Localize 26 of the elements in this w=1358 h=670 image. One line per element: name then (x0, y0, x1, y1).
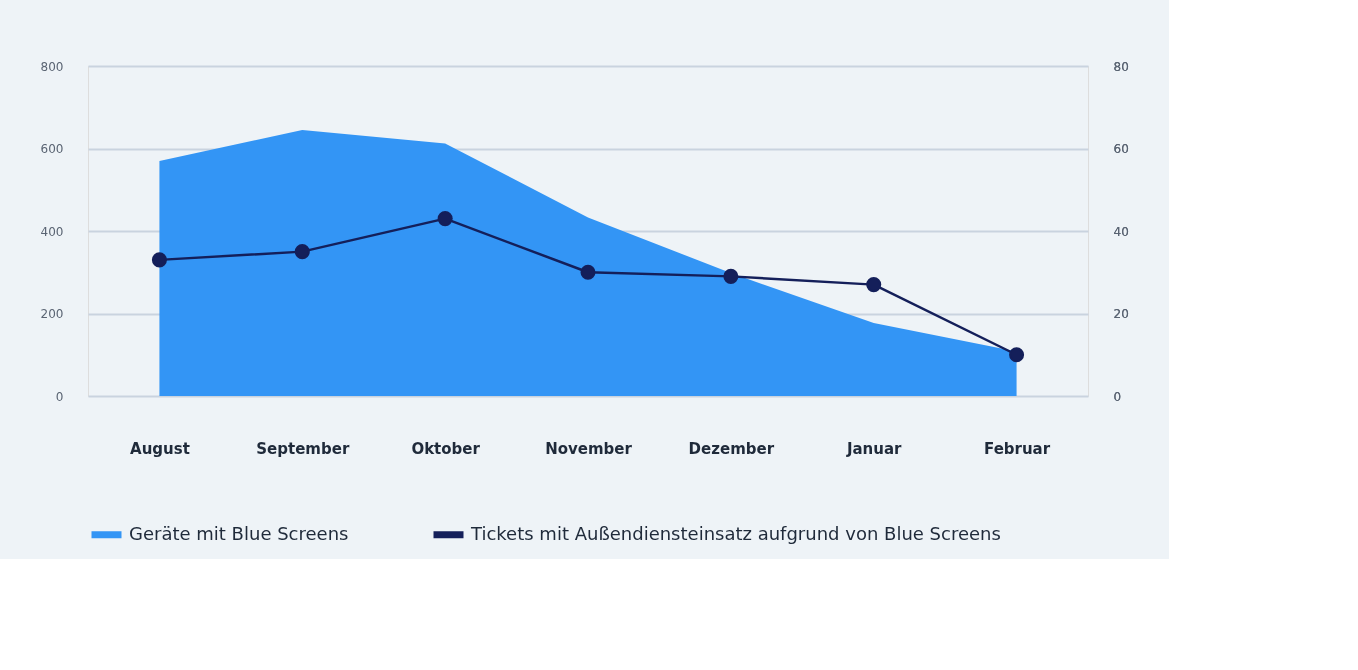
x-tick-label: November (545, 439, 633, 458)
x-tick-label: Januar (845, 439, 903, 458)
y2-tick-label: 80 (1113, 59, 1129, 74)
point (580, 264, 596, 280)
y2-tick-label: 20 (1113, 307, 1129, 321)
y2-tick-label: 0 (1113, 389, 1122, 404)
y-tick-label: 400 (40, 224, 64, 239)
x-tick-label: August (130, 439, 190, 458)
legend-label: Geräte mit Blue Screens (129, 522, 349, 544)
y-tick-label: 600 (40, 142, 64, 156)
point (294, 244, 310, 260)
x-tick-label: Oktober (411, 439, 481, 458)
y2-tick-label: 60 (1113, 142, 1129, 156)
point (151, 252, 167, 268)
point (1009, 347, 1025, 363)
y-tick-label: 800 (40, 59, 64, 74)
x-tick-label: Februar (983, 439, 1051, 458)
y-tick-label: 200 (40, 307, 64, 321)
x-tick-label: Dezember (688, 439, 775, 458)
y2-tick-label: 40 (1113, 224, 1129, 239)
point (437, 211, 453, 227)
legend-label: Tickets mit Außendiensteinsatz aufgrund von Blue Screens (470, 522, 1001, 544)
x-tick-label: September (256, 439, 350, 458)
point (866, 277, 882, 293)
point (723, 268, 739, 284)
y-tick-label: 0 (55, 389, 64, 404)
